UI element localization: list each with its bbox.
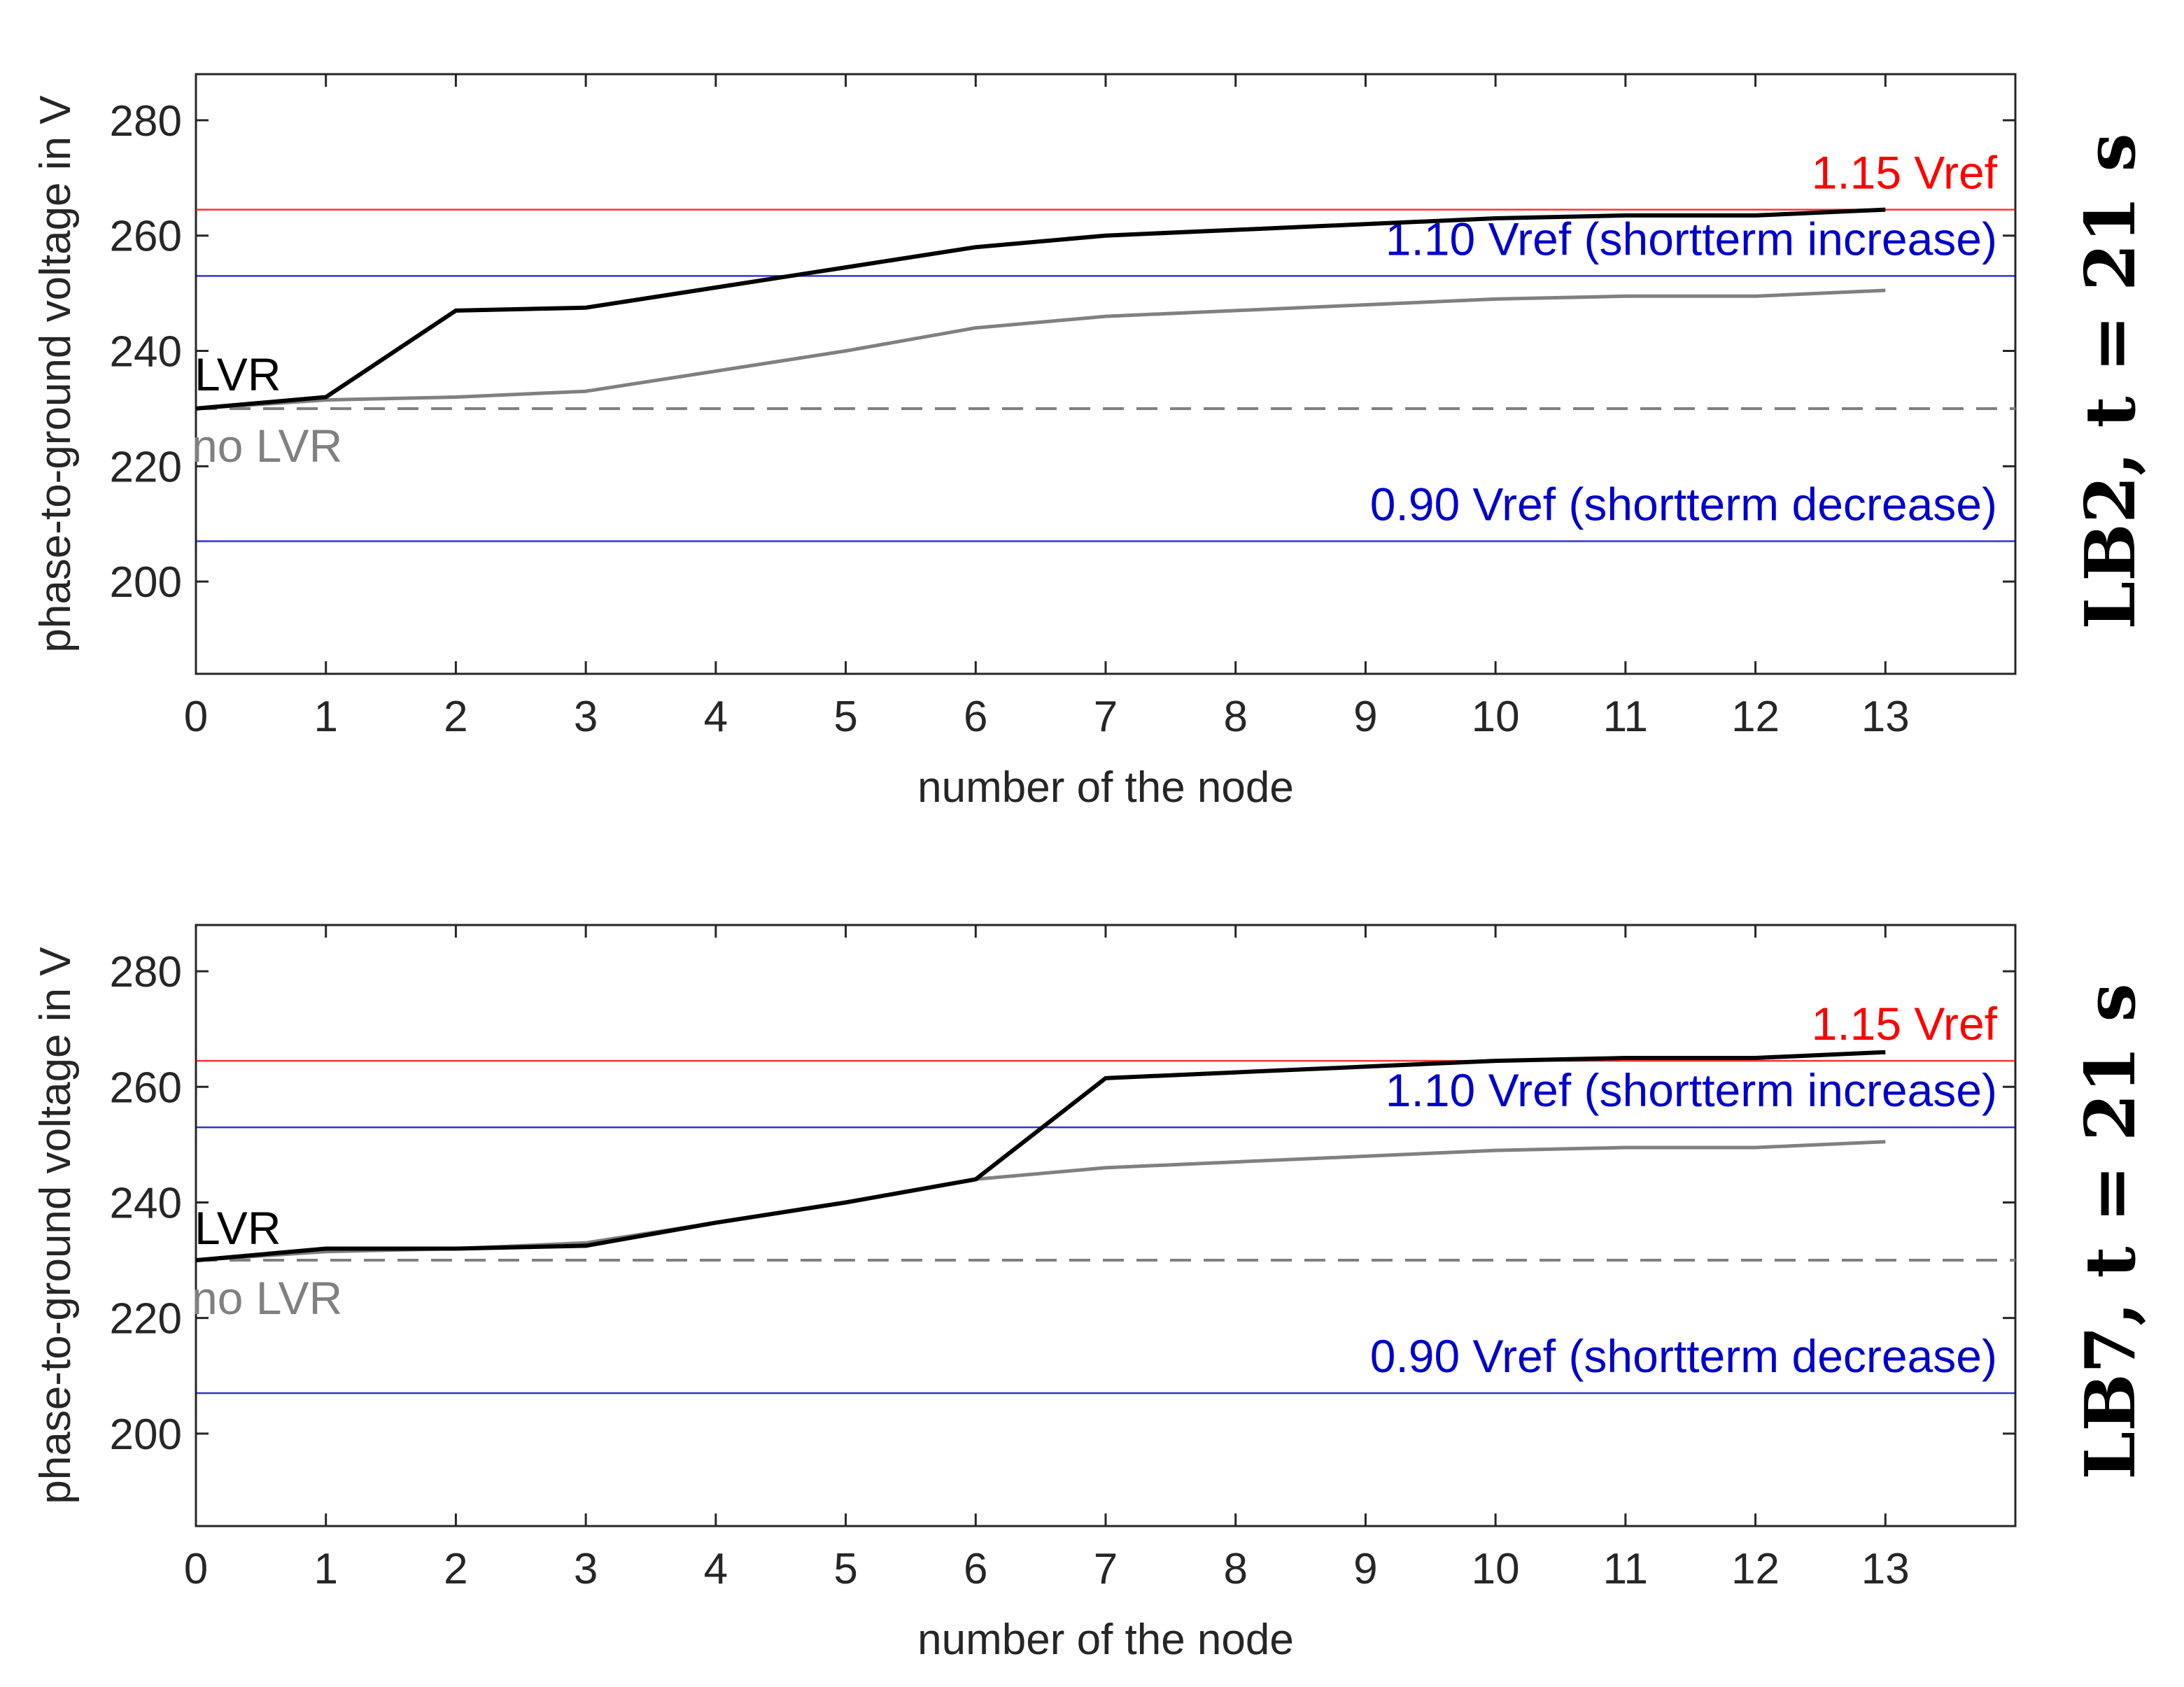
x-tick-label: 9	[1353, 1545, 1377, 1593]
reference-line-label: 1.10 Vref (shortterm increase)	[1386, 1064, 1997, 1116]
x-tick-label: 13	[1861, 693, 1910, 741]
y-tick-label: 220	[110, 443, 182, 491]
chart-panel-1: 0 1 2 3 4 5 6 7 8 9 10 11 12 13200220240260280number …	[31, 73, 2151, 812]
plot-area	[195, 73, 2017, 675]
annotation-lvr: LVR	[195, 1202, 281, 1254]
x-tick-label: 11	[1603, 693, 1648, 741]
x-tick-label: 7	[1094, 693, 1118, 741]
x-tick-label: 0	[184, 1545, 208, 1593]
y-tick-label: 260	[110, 1064, 182, 1112]
x-tick-label: 10	[1472, 1545, 1520, 1593]
x-tick-label: 4	[704, 693, 728, 741]
series-line-lvr	[195, 207, 1886, 411]
x-tick-label: 13	[1861, 1545, 1910, 1593]
x-tick-label: 5	[833, 1545, 857, 1593]
x-tick-label: 11	[1603, 1545, 1648, 1593]
x-tick-label: 0	[184, 693, 208, 741]
panel-side-title: LB7, t = 21 s	[2071, 983, 2151, 1479]
x-tick-label: 7	[1094, 1545, 1118, 1593]
reference-line-label: 0.90 Vref (shortterm decrease)	[1370, 478, 1997, 530]
plot-area	[195, 924, 2017, 1527]
x-tick-label: 12	[1731, 693, 1780, 741]
x-tick-label: 2	[444, 1545, 467, 1593]
x-tick-label: 1	[313, 693, 337, 741]
x-tick-label: 6	[964, 693, 987, 741]
panel-side-title: LB2, t = 21 s	[2071, 133, 2151, 629]
y-axis-label: phase-to-ground voltage in V	[31, 947, 80, 1504]
y-axis-label: phase-to-ground voltage in V	[31, 95, 80, 653]
x-tick-label: 2	[444, 693, 467, 741]
reference-line-label: 1.15 Vref	[1812, 147, 1998, 199]
x-tick-label: 8	[1223, 1545, 1247, 1593]
y-tick-label: 280	[110, 97, 182, 146]
x-tick-label: 10	[1472, 693, 1520, 741]
x-axis-label: number of the node	[917, 1616, 1294, 1664]
reference-line-label: 0.90 Vref (shortterm decrease)	[1370, 1330, 1997, 1382]
y-tick-label: 240	[110, 328, 182, 376]
y-tick-label: 240	[110, 1179, 182, 1227]
x-tick-label: 3	[574, 693, 598, 741]
y-tick-label: 200	[110, 558, 182, 607]
series-line-lvr	[195, 1050, 1886, 1263]
annotation-no-lvr: no LVR	[192, 1272, 342, 1324]
reference-line-label: 1.15 Vref	[1812, 998, 1998, 1050]
x-tick-label: 6	[964, 1545, 987, 1593]
x-tick-label: 12	[1731, 1545, 1780, 1593]
x-tick-label: 3	[574, 1545, 598, 1593]
x-tick-label: 9	[1353, 693, 1377, 741]
x-tick-label: 8	[1223, 693, 1247, 741]
y-tick-label: 200	[110, 1411, 182, 1459]
x-tick-label: 4	[704, 1545, 728, 1593]
series-line-no-lvr	[195, 288, 1886, 411]
x-axis-label: number of the node	[917, 763, 1294, 812]
y-tick-label: 220	[110, 1295, 182, 1343]
y-tick-label: 280	[110, 948, 182, 996]
y-tick-label: 260	[110, 213, 182, 261]
chart-panel-2: 0 1 2 3 4 5 6 7 8 9 10 11 12 13200220240260280number …	[31, 924, 2151, 1664]
x-tick-label: 5	[833, 693, 857, 741]
annotation-lvr: LVR	[195, 348, 281, 400]
annotation-no-lvr: no LVR	[192, 420, 342, 472]
reference-line-label: 1.10 Vref (shortterm increase)	[1386, 213, 1997, 264]
x-tick-label: 1	[313, 1545, 337, 1593]
